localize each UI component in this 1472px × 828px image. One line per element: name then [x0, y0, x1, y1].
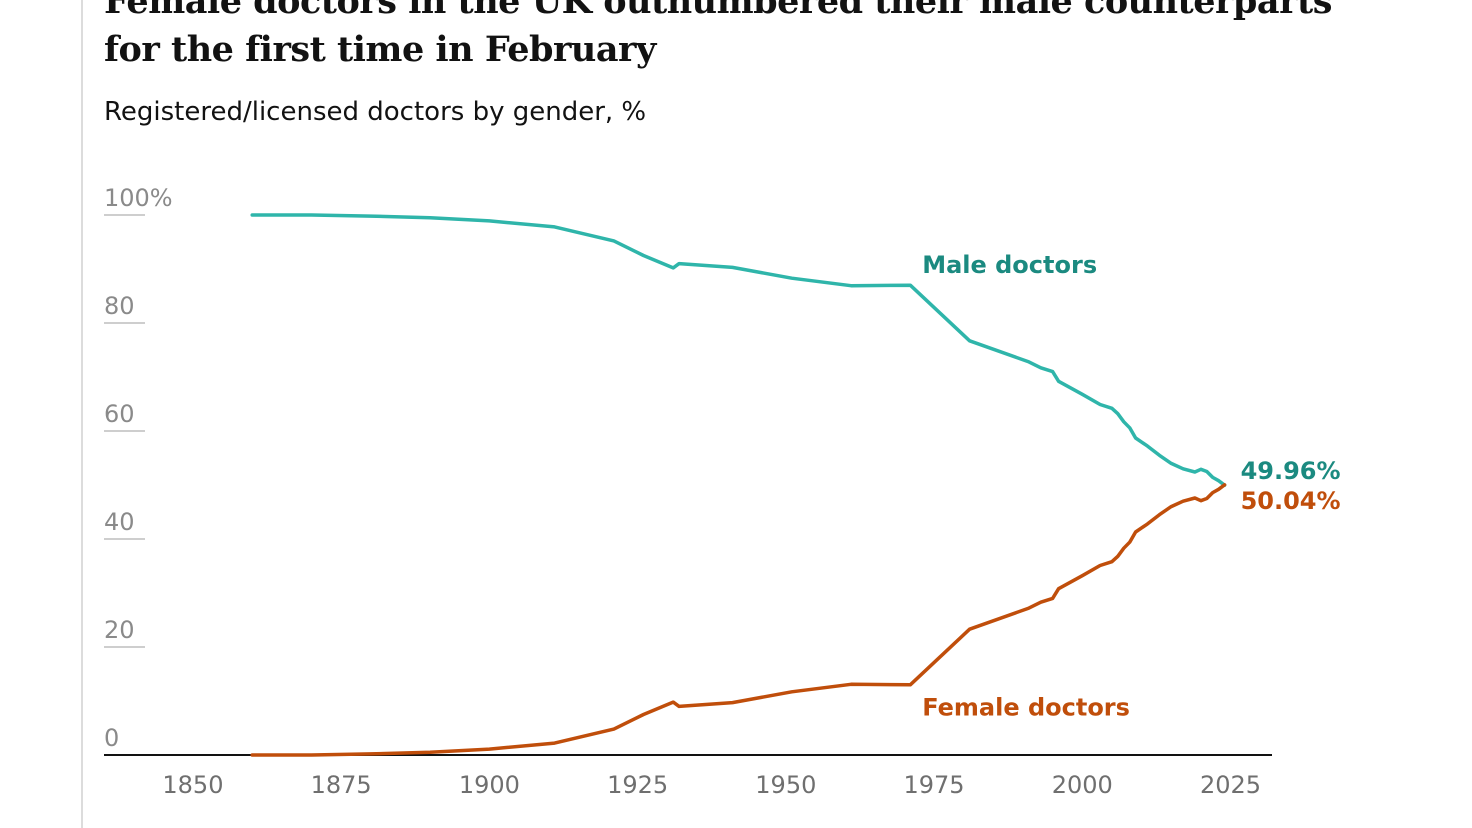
series-lines [250, 213, 1227, 757]
female-doctors-line [250, 483, 1227, 757]
x-tick-label: 1925 [607, 771, 668, 799]
y-tick-label: 80 [104, 292, 135, 320]
male-series-label: Male doctors [922, 251, 1097, 279]
male-doctors-line [250, 213, 1227, 487]
x-tick-label: 1975 [904, 771, 965, 799]
male-end-value-label: 49.96% [1241, 457, 1341, 485]
chart-subtitle: Registered/licensed doctors by gender, % [104, 97, 647, 127]
x-axis: 1850 1875 1900 1925 1950 1975 2000 2025 [104, 754, 1272, 799]
x-tick-label: 1950 [755, 771, 816, 799]
x-tick-label: 2025 [1200, 771, 1261, 799]
y-axis: 0 20 40 60 80 100% [104, 184, 173, 752]
x-tick-label: 2000 [1052, 771, 1113, 799]
female-series-label: Female doctors [922, 693, 1130, 721]
annotations: Male doctors Female doctors 49.96%50.04% [922, 251, 1340, 721]
chart-title: Female doctors in the UK outnumbered the… [104, 0, 1332, 70]
x-tick-label: 1850 [162, 771, 223, 799]
y-tick-label: 20 [104, 616, 135, 644]
y-tick-label: 100% [104, 184, 173, 212]
y-tick-label: 60 [104, 400, 135, 428]
x-tick-label: 1875 [311, 771, 372, 799]
female-end-value-label: 50.04% [1241, 487, 1341, 515]
x-tick-label: 1900 [459, 771, 520, 799]
y-tick-label: 0 [104, 724, 119, 752]
left-border-rule [81, 0, 83, 828]
y-tick-label: 40 [104, 508, 135, 536]
